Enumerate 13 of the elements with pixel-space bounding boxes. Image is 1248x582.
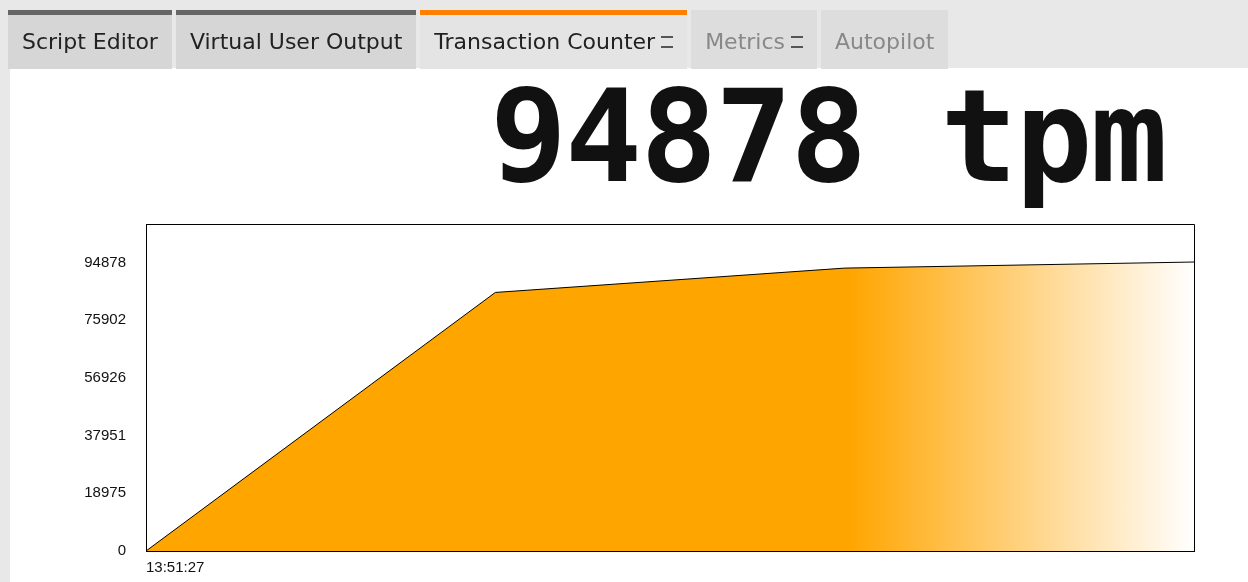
text: Metrics — [705, 29, 785, 54]
y-tick-label: 56926 — [84, 367, 126, 385]
y-tick-label: 37951 — [84, 425, 126, 443]
y-tick-label: 18975 — [84, 483, 126, 501]
text: 94878 tpm — [490, 62, 1166, 212]
text: Script Editor — [22, 28, 158, 56]
y-tick-label: 75902 — [84, 310, 126, 328]
text: Virtual User Output — [189, 28, 403, 56]
x-tick-label: 13:51:27 — [146, 558, 205, 576]
text: Autopilot — [834, 29, 935, 54]
text: Transaction Counter — [434, 29, 656, 54]
y-tick-label: 0 — [117, 541, 126, 559]
y-tick-label: 94878 — [84, 252, 126, 270]
